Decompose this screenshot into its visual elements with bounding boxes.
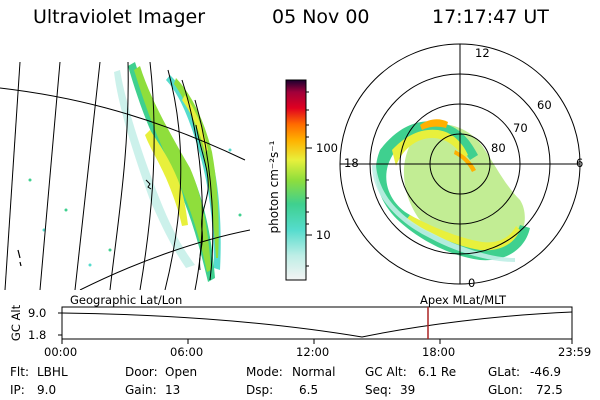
gain-label: Gain: (125, 383, 157, 397)
timeline-xtick-1200: 12:00 (296, 345, 330, 359)
timeline-ticks (58, 312, 573, 344)
altitude-curve (61, 311, 573, 338)
lat-label-70: 70 (513, 121, 528, 135)
timeline-xtick-1800: 18:00 (422, 345, 456, 359)
mlt-label-18: 18 (344, 156, 359, 170)
dsp-value: 6.5 (299, 383, 319, 397)
right-panel-title: Apex MLat/MLT (420, 293, 507, 307)
coastline-small (145, 179, 152, 190)
aurora-band-geo (28, 62, 242, 282)
lat-label-60: 60 (537, 98, 552, 112)
mlt-label-12: 12 (475, 46, 490, 60)
polar-grid (339, 43, 581, 285)
timeline-ytick-high: 9.0 (28, 306, 47, 320)
date-label: 05 Nov 00 (272, 6, 370, 28)
timeline-xtick-2359: 23:59 (558, 345, 592, 359)
timeline-xtick-0000: 00:00 (44, 345, 78, 359)
coastline (195, 124, 209, 271)
lat-label-80: 80 (491, 141, 506, 155)
glat-value: -46.9 (530, 365, 562, 379)
flt-label: Flt: (10, 365, 29, 379)
mode-value: Normal (292, 365, 336, 379)
colorbar-tick-100: 100 (316, 141, 338, 155)
seq-value: 39 (400, 383, 416, 397)
geographic-image (0, 61, 250, 290)
mode-label: Mode: (246, 365, 283, 379)
timeline-ylabel: GC Alt (9, 304, 23, 342)
coastline-islet (17, 249, 22, 267)
altitude-timeline (58, 306, 573, 344)
seq-label: Seq: (365, 383, 392, 397)
ip-label: IP: (10, 383, 25, 397)
mlt-label-6: 6 (576, 156, 584, 170)
glon-value: 72.5 (536, 383, 563, 397)
glon-label: GLon: (488, 383, 523, 397)
flt-value: LBHL (37, 365, 68, 379)
door-value: Open (165, 365, 198, 379)
timeline-ytick-low: 1.8 (28, 328, 47, 342)
gcalt-value: 6.1 Re (418, 365, 457, 379)
door-label: Door: (125, 365, 158, 379)
colorbar-label: photon cm⁻²s⁻¹ (267, 140, 281, 234)
left-panel-title: Geographic Lat/Lon (70, 293, 183, 307)
polar-plot (339, 43, 581, 285)
glat-label: GLat: (488, 365, 521, 379)
mlt-label-0: 0 (468, 276, 476, 290)
timeline-xtick-0600: 06:00 (170, 345, 204, 359)
ip-value: 9.0 (37, 383, 57, 397)
colorbar-tick-10: 10 (316, 228, 331, 242)
colorbar-ticks (306, 91, 312, 267)
dsp-label: Dsp: (246, 383, 274, 397)
gain-value: 13 (165, 383, 181, 397)
time-label: 17:17:47 UT (432, 6, 549, 28)
instrument-title: Ultraviolet Imager (33, 6, 206, 28)
geographic-grid (0, 61, 250, 290)
colorbar (285, 79, 307, 281)
gcalt-label: GC Alt: (365, 365, 407, 379)
